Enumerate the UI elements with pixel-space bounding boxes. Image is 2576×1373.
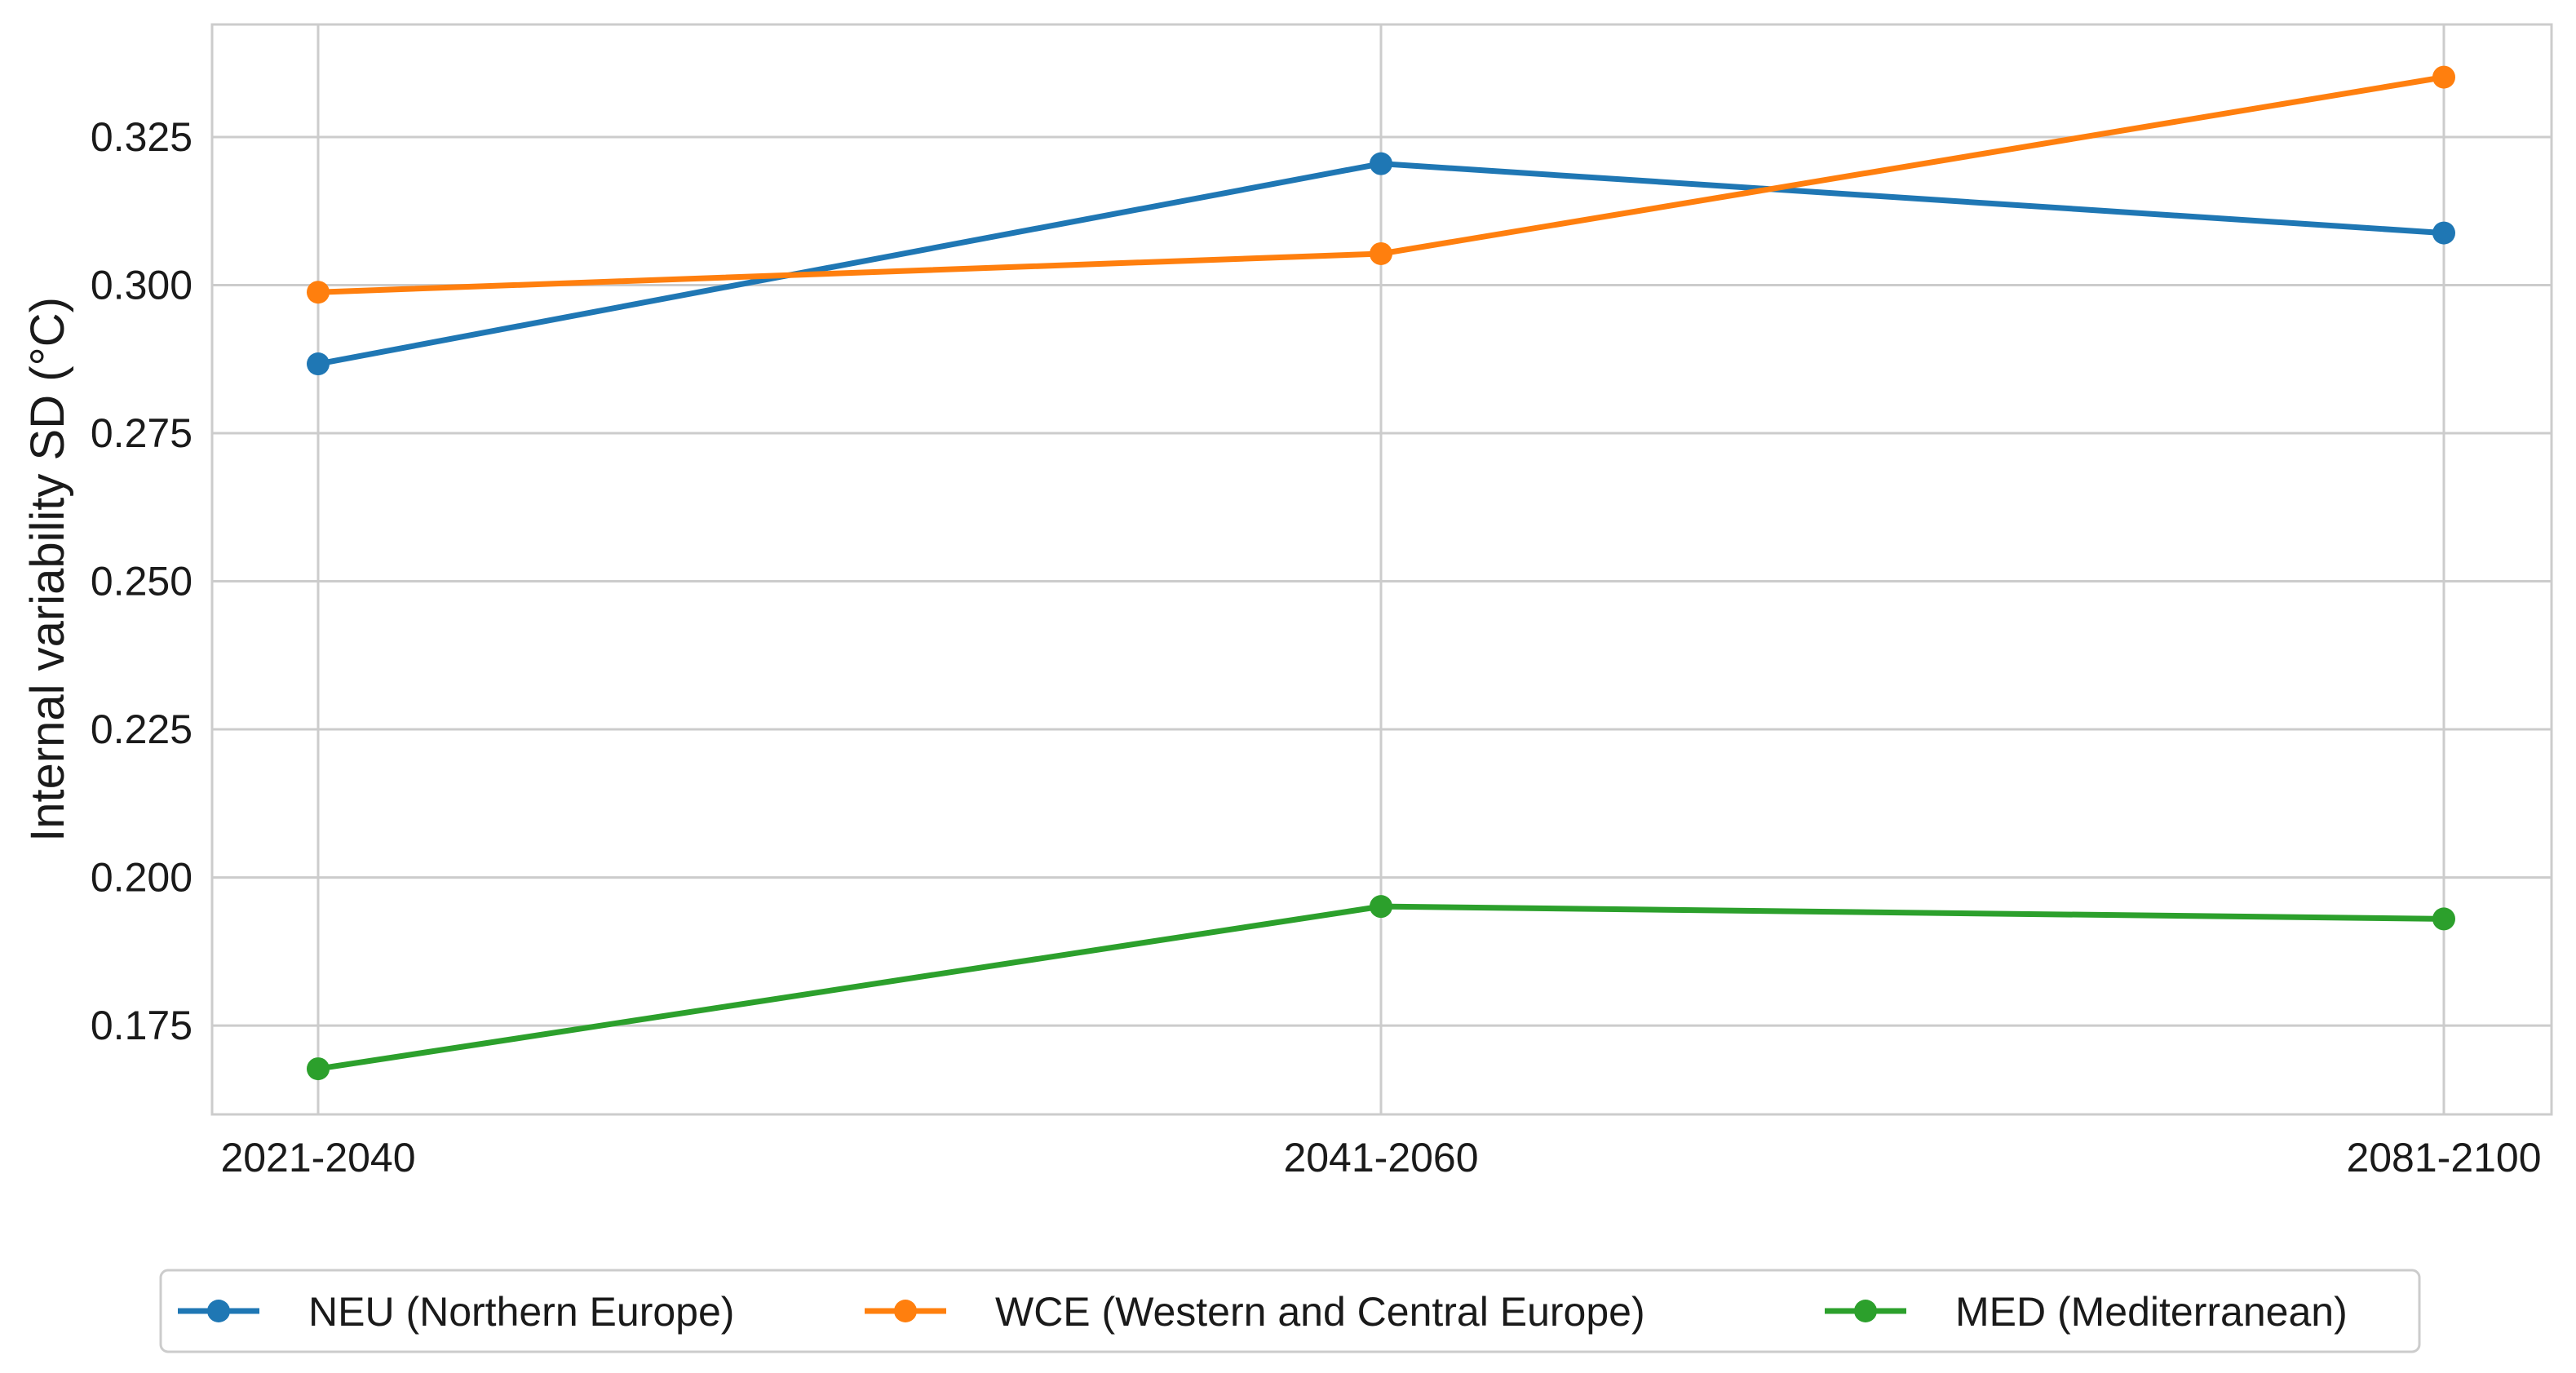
series-layer: [307, 65, 2455, 1081]
grid: [212, 24, 2552, 1114]
y-tick-label: 0.200: [91, 855, 193, 901]
series-2: [307, 65, 2455, 304]
y-axis-ticks: 0.175 0.200 0.225 0.250 0.275 0.300 0.325: [91, 114, 193, 1048]
y-tick-label: 0.175: [91, 1003, 193, 1048]
legend-item-2: WCE (Western and Central Europe): [865, 1289, 1645, 1335]
y-axis-label: Internal variability SD (°C): [21, 297, 74, 842]
legend-item-1: NEU (Northern Europe): [178, 1289, 734, 1335]
x-axis-ticks: 2021-2040 2041-2060 2081-2100: [220, 1135, 2541, 1180]
series-1: [307, 152, 2455, 376]
y-tick-label: 0.225: [91, 706, 193, 752]
legend-marker: [894, 1300, 917, 1322]
data-point: [1370, 895, 1392, 919]
data-point: [1370, 241, 1392, 265]
data-point: [1370, 152, 1392, 175]
data-point: [2432, 221, 2455, 245]
y-tick-label: 0.275: [91, 410, 193, 456]
data-point: [2432, 907, 2455, 931]
legend-label: NEU (Northern Europe): [308, 1289, 734, 1335]
y-tick-label: 0.300: [91, 262, 193, 308]
x-tick-label: 2081-2100: [2346, 1135, 2541, 1180]
data-point: [307, 1057, 330, 1081]
legend-marker: [207, 1300, 230, 1322]
legend: NEU (Northern Europe) WCE (Western and Ce…: [159, 1269, 2421, 1353]
legend-label: WCE (Western and Central Europe): [995, 1289, 1645, 1335]
legend-marker: [1854, 1300, 1877, 1322]
legend-label: MED (Mediterranean): [1955, 1289, 2348, 1335]
x-tick-label: 2041-2060: [1283, 1135, 1478, 1180]
legend-item-3: MED (Mediterranean): [1825, 1289, 2348, 1335]
plot-frame: [210, 23, 2553, 1116]
data-point: [307, 281, 330, 304]
data-point: [307, 352, 330, 376]
x-tick-label: 2021-2040: [220, 1135, 415, 1180]
series-3: [307, 895, 2455, 1081]
y-tick-label: 0.325: [91, 114, 193, 160]
y-tick-label: 0.250: [91, 559, 193, 605]
data-point: [2432, 65, 2455, 89]
legend-box: [159, 1269, 2421, 1353]
